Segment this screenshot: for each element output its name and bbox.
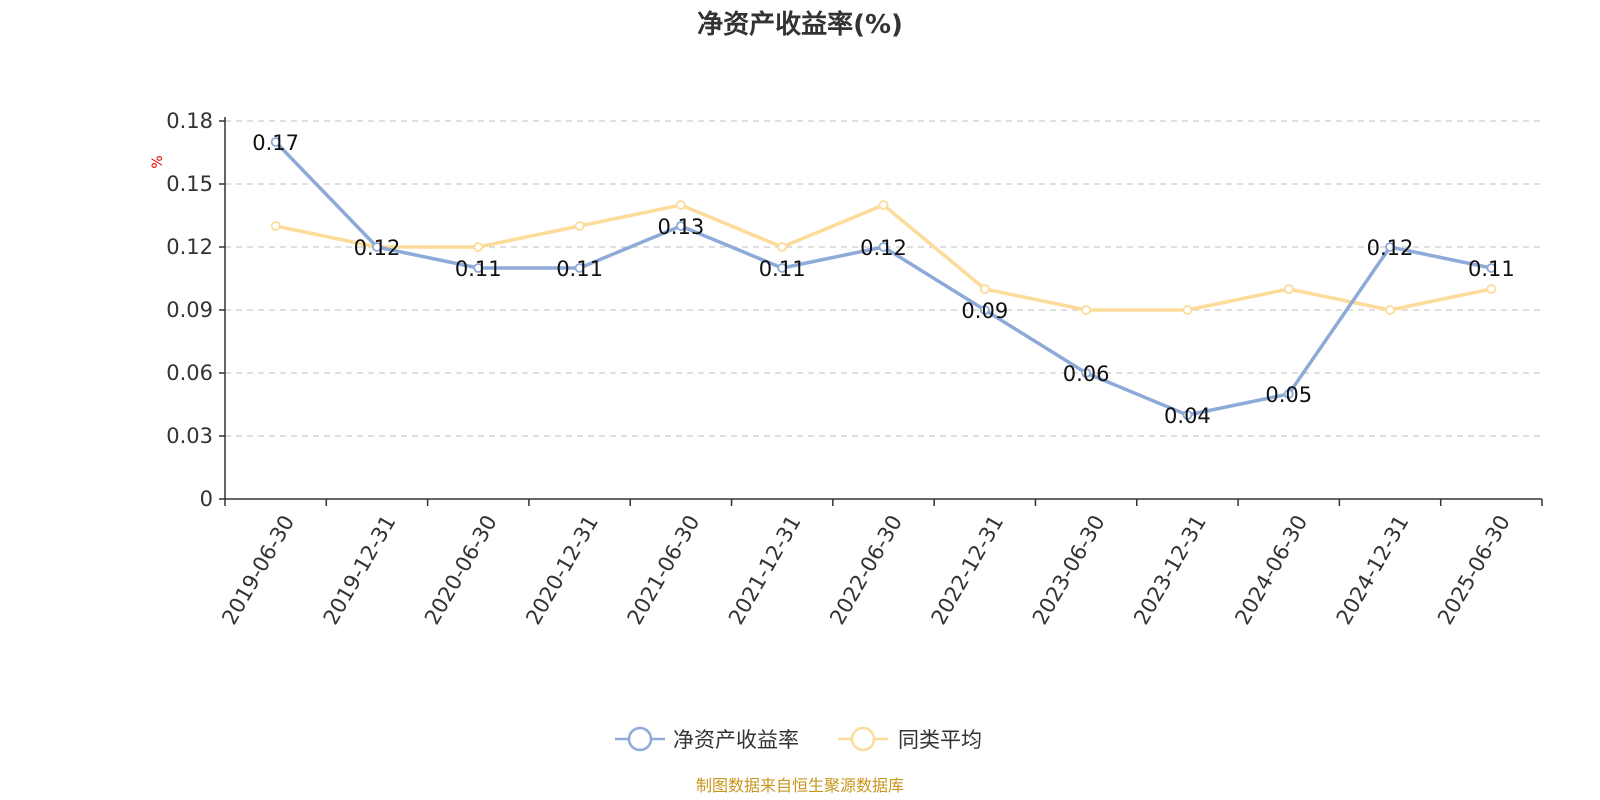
series-1-point <box>1385 305 1395 315</box>
data-label: 0.11 <box>759 257 806 281</box>
series-0-point <box>878 242 889 252</box>
series-1-point <box>675 200 686 210</box>
y-tick-label: 0.18 <box>166 109 213 133</box>
x-tick-label: 2024-06-30 <box>1230 511 1312 629</box>
series-1-point <box>574 221 585 231</box>
data-label: 0.05 <box>1265 383 1312 407</box>
axes: 0 0.03 0.06 0.09 0.12 0.15 0.18 2019-06-30 2019-… <box>166 109 1543 629</box>
data-label: 0.11 <box>455 257 502 281</box>
legend-item-0[interactable]: 净资产收益率 <box>615 726 799 752</box>
x-tick-label: 2019-12-31 <box>319 511 401 629</box>
data-source-note: 制图数据来自恒生聚源数据库 <box>696 776 904 795</box>
series-1-point <box>1486 284 1497 294</box>
x-tick-label: 2019-06-30 <box>217 511 299 629</box>
chart-title: 净资产收益率(%) <box>697 9 903 40</box>
series-1-point <box>1182 305 1193 315</box>
y-axis-unit-label: % <box>150 155 166 168</box>
series-0-point <box>473 263 484 273</box>
data-label: 0.12 <box>1367 236 1414 260</box>
x-tick-label: 2023-12-31 <box>1129 511 1211 629</box>
x-tick-label: 2024-12-31 <box>1332 511 1414 629</box>
series-0-point <box>1486 263 1497 273</box>
y-tick-label: 0.09 <box>166 298 213 322</box>
series-1-point <box>777 242 788 252</box>
grid-lines <box>225 120 1542 437</box>
x-tick-label: 2021-06-30 <box>623 511 705 629</box>
legend: 净资产收益率 同类平均 <box>615 726 982 752</box>
data-label: 0.12 <box>354 236 401 260</box>
series-1-point <box>878 200 889 210</box>
y-tick-label: 0 <box>200 487 213 511</box>
series-0-point <box>574 263 585 273</box>
legend-marker-icon <box>850 726 876 752</box>
series-0-point <box>1081 368 1092 378</box>
series-0-point <box>1182 410 1193 420</box>
data-label: 0.11 <box>556 257 603 281</box>
legend-label: 同类平均 <box>898 728 982 752</box>
x-tick-label: 2021-12-31 <box>724 511 806 629</box>
series-0-point <box>675 221 686 231</box>
series-0-point <box>777 263 788 273</box>
y-tick-label: 0.15 <box>166 172 213 196</box>
series-1-point <box>270 221 281 231</box>
x-tick-label: 2020-12-31 <box>521 511 603 629</box>
data-label: 0.04 <box>1164 404 1211 428</box>
data-label: 0.06 <box>1063 362 1110 386</box>
y-tick-label: 0.12 <box>166 235 213 259</box>
y-tick-label: 0.06 <box>166 361 213 385</box>
data-label: 0.11 <box>1468 257 1515 281</box>
series-0-point <box>979 305 990 315</box>
x-tick-label: 2022-06-30 <box>825 511 907 629</box>
data-labels: 0.17 0.12 0.11 0.11 0.13 0.11 0.12 0.09 0.06 0.04… <box>252 131 1514 428</box>
data-label: 0.12 <box>860 236 907 260</box>
series-0-point <box>270 137 281 147</box>
legend-item-1[interactable]: 同类平均 <box>838 726 982 752</box>
series-0-point <box>1385 242 1395 252</box>
series-1-point <box>1081 305 1092 315</box>
series-lines <box>270 137 1497 420</box>
legend-label: 净资产收益率 <box>673 728 799 752</box>
series-0-point <box>1283 389 1294 399</box>
legend-marker-icon <box>627 726 653 752</box>
series-1-point <box>979 284 990 294</box>
series-1-point <box>473 242 484 252</box>
x-tick-label: 2025-06-30 <box>1433 511 1515 629</box>
x-tick-label: 2023-06-30 <box>1028 511 1110 629</box>
data-label: 0.17 <box>252 131 299 155</box>
series-1-point <box>1283 284 1294 294</box>
data-label: 0.09 <box>961 299 1008 323</box>
series-0-point <box>372 242 382 252</box>
y-tick-label: 0.03 <box>166 424 213 448</box>
x-tick-label: 2020-06-30 <box>420 511 502 629</box>
x-tick-label: 2022-12-31 <box>926 511 1008 629</box>
data-label: 0.13 <box>658 215 705 239</box>
